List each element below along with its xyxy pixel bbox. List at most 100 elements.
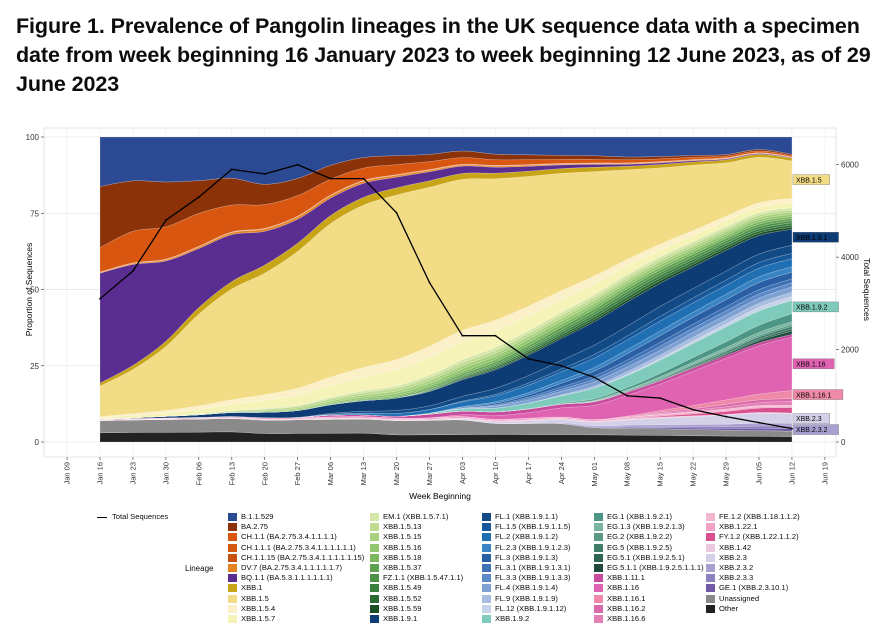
x-tick-label: Feb 20 <box>260 462 269 485</box>
legend-swatch <box>228 574 237 583</box>
legend-item: XBB.1.42 <box>706 543 800 553</box>
x-tick-label: May 08 <box>623 462 632 487</box>
legend-item: XBB.1.16.6 <box>594 614 704 624</box>
legend-label: XBB.1.5.52 <box>383 593 422 603</box>
legend-label: EM.1 (XBB.1.5.7.1) <box>383 512 449 521</box>
legend-item: FL.3.3 (XBB.1.9.1.3.3) <box>482 573 571 583</box>
total-sequences-point <box>362 177 365 180</box>
legend-label: DV.7 (BA.2.75.3.4.1.1.1.1.1.7) <box>241 562 343 572</box>
legend-swatch <box>706 553 715 562</box>
total-sequences-point <box>626 394 629 397</box>
legend-label: BQ.1.1 (BA.5.3.1.1.1.1.1.1) <box>241 573 333 583</box>
total-sequences-point <box>197 196 200 198</box>
legend-swatch <box>706 584 715 593</box>
x-tick-label: May 01 <box>590 462 599 487</box>
x-tick-label: Jan 09 <box>63 462 72 485</box>
legend-label: FL.2 (XBB.1.9.1.2) <box>495 532 558 542</box>
legend-label: XBB.1.9.1 <box>383 613 418 623</box>
legend-label: FL.2.3 (XBB.1.9.1.2.3) <box>495 542 571 552</box>
legend-label: CH.1.1 (BA.2.75.3.4.1.1.1.1) <box>241 532 337 542</box>
legend-swatch <box>706 523 715 532</box>
legend-label: FL.1.5 (XBB.1.9.1.1.5) <box>495 522 571 532</box>
y2-axis-title: Total Sequences <box>862 258 872 321</box>
legend-swatch <box>482 584 491 593</box>
x-tick-label: May 15 <box>656 462 665 487</box>
legend-column: FE.1.2 (XBB.1.18.1.1.2) XBB.1.22.1 FY.1.2 … <box>706 512 800 614</box>
total-sequences-point <box>791 427 793 430</box>
y-tick-label: 100 <box>26 133 40 142</box>
legend-item: XBB.1.9.2 <box>482 614 571 624</box>
legend-label: XBB.1.5.49 <box>383 583 422 593</box>
figure-title: Figure 1. Prevalence of Pangolin lineage… <box>16 14 871 96</box>
x-tick-label: Feb 27 <box>293 462 302 485</box>
legend-label: EG.1.3 (XBB.1.9.2.1.3) <box>607 522 685 532</box>
legend-item: FL.3 (XBB.1.9.1.3) <box>482 553 571 563</box>
total-sequences-path <box>99 164 793 430</box>
legend-label: BA.2.75 <box>241 522 269 532</box>
x-tick-label: Apr 24 <box>557 462 566 484</box>
total-sequences-point <box>758 421 760 424</box>
total-sequences-point <box>593 376 596 379</box>
legend-label: XBB.1.5.18 <box>383 552 422 562</box>
legend-swatch <box>706 604 715 613</box>
legend-item: EM.1 (XBB.1.5.7.1) <box>370 512 463 522</box>
legend-label: XBB.1.5.15 <box>383 532 422 542</box>
legend-item: BA.2.75 <box>228 522 364 532</box>
legend-item: EG.5.1 (XBB.1.9.2.5.1) <box>594 553 704 563</box>
total-sequences-point <box>329 177 332 180</box>
legend-item: Other <box>706 604 800 614</box>
end-label-xbb-1-9-2: XBB.1.9.2 <box>796 305 828 312</box>
legend-swatch <box>594 523 603 532</box>
legend-swatch <box>228 523 237 532</box>
legend-item: BQ.1.1 (BA.5.3.1.1.1.1.1.1) <box>228 573 364 583</box>
line-legend: Total Sequences <box>97 512 168 521</box>
legend-swatch <box>482 614 491 623</box>
legend-item: XBB.1.5.59 <box>370 604 463 614</box>
legend-swatch <box>482 543 491 552</box>
legend-item: EG.5.1.1 (XBB.1.9.2.5.1.1.1) <box>594 563 704 573</box>
legend-label: CH.1.1.15 (BA.2.75.3.4.1.1.1.1.1.15) <box>241 552 365 562</box>
legend-item: XBB.1.5.4 <box>228 604 364 614</box>
legend-swatch <box>228 584 237 593</box>
legend-swatch <box>706 574 715 583</box>
legend-label: CH.1.1.1 (BA.2.75.3.4.1.1.1.1.1.1) <box>241 542 356 552</box>
legend-item: FL.1 (XBB.1.9.1.1) <box>482 512 571 522</box>
x-tick-label: Mar 20 <box>392 462 401 485</box>
legend-column: EG.1 (XBB.1.9.2.1) EG.1.3 (XBB.1.9.2.1.3)… <box>594 512 704 624</box>
legend-item: XBB.1.5.15 <box>370 532 463 542</box>
legend-label: EG.5.1 (XBB.1.9.2.5.1) <box>607 552 685 562</box>
x-tick-label: May 29 <box>722 462 731 487</box>
legend-item: FL.4 (XBB.1.9.1.4) <box>482 583 571 593</box>
legend-column: B.1.1.529 BA.2.75 CH.1.1 (BA.2.75.3.4.1.1.… <box>228 512 364 624</box>
total-sequences-point <box>263 173 266 175</box>
end-label-xbb-2-3: XBB.2.3 <box>796 416 822 423</box>
legend-label: XBB.1.9.2 <box>495 613 530 623</box>
legend-swatch <box>482 604 491 613</box>
legend-item: EG.2 (XBB.1.9.2.2) <box>594 532 704 542</box>
legend-label: XBB.1.42 <box>719 542 752 552</box>
legend-label: FL.12 (XBB.1.9.1.12) <box>495 603 567 613</box>
y2-tick-label: 2000 <box>841 346 859 355</box>
legend-item: FE.1.2 (XBB.1.18.1.1.2) <box>706 512 800 522</box>
legend-swatch <box>706 533 715 542</box>
legend-label: XBB.1.5.59 <box>383 603 422 613</box>
legend-swatch <box>228 563 237 572</box>
legend-swatch <box>482 523 491 532</box>
y-tick-label: 25 <box>30 362 39 371</box>
x-tick-label: Mar 06 <box>326 462 335 485</box>
end-labels: XBB.1.5 XBB.1.9.1 XBB.1.9.2 XBB.1.16 XBB.1.1… <box>792 174 844 435</box>
legend-label: XBB.1.16.2 <box>607 603 646 613</box>
x-tick-label: Apr 17 <box>524 462 533 484</box>
end-label-box <box>792 232 839 243</box>
legend-item: XBB.1.22.1 <box>706 522 800 532</box>
legend-item: XBB.1.5.37 <box>370 563 463 573</box>
end-label-box <box>792 358 835 369</box>
x-tick-label: Jan 16 <box>96 462 105 485</box>
legend-swatch <box>594 584 603 593</box>
legend-item: XBB.1.5.52 <box>370 594 463 604</box>
legend-swatch <box>370 574 379 583</box>
legend-label: FZ.1.1 (XBB.1.5.47.1.1) <box>383 573 464 583</box>
legend-item: XBB.1.5 <box>228 594 364 604</box>
x-tick-label: Jun 05 <box>755 462 764 485</box>
